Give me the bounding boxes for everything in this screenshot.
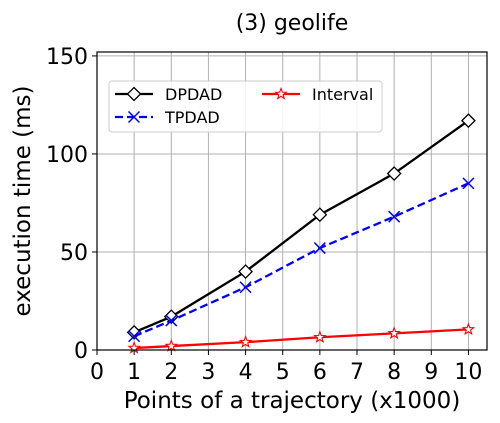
y-tick-label: 0 [74,339,88,364]
y-tick-label: 50 [60,241,88,266]
data-point-dpdad [238,264,253,279]
data-point-dpdad [386,166,402,181]
x-tick-label: 5 [276,360,290,385]
legend-marker-interval [274,86,288,100]
data-point-tpdad [388,210,401,223]
legend-label-dpdad: DPDAD [165,85,222,104]
y-axis: 0 50 100 150 [46,45,97,364]
x-tick-label: 9 [424,360,438,385]
data-point-tpdad [313,242,326,255]
x-tick-label: 1 [127,360,141,385]
series-dpdad [126,113,476,340]
x-tick-label: 2 [164,360,178,385]
legend: DPDAD TPDAD Interval [108,80,383,133]
data-point-interval [387,326,401,340]
x-axis: 0 1 2 3 4 5 6 7 8 9 10 [90,350,482,385]
series-line-dpdad [133,119,470,334]
x-tick-label: 7 [350,360,364,385]
data-point-tpdad [165,314,178,327]
data-point-tpdad [462,177,475,190]
x-tick-label: 6 [313,360,327,385]
x-tick-label: 3 [201,360,215,385]
y-tick-label: 150 [46,45,88,70]
legend-item-dpdad: DPDAD [115,85,222,104]
data-point-dpdad [461,113,476,129]
legend-item-tpdad: TPDAD [115,108,220,127]
series-tpdad [128,177,475,343]
x-tick-label: 4 [239,360,253,385]
x-tick-label: 10 [454,360,482,385]
chart-title: (3) geolife [236,11,349,36]
plot-frame [96,51,488,351]
legend-marker-tpdad [127,110,141,124]
x-tick-label: 0 [90,360,104,385]
x-tick-label: 8 [387,360,401,385]
series-interval [127,322,476,354]
x-axis-label: Points of a trajectory (x1000) [124,388,461,414]
legend-label-interval: Interval [312,85,373,104]
data-point-interval [313,330,327,343]
legend-box [108,80,383,133]
legend-item-interval: Interval [262,85,373,104]
legend-label-tpdad: TPDAD [164,108,220,127]
series-line-interval [134,328,469,350]
legend-marker-dpdad [126,86,142,102]
y-tick-label: 100 [46,143,88,168]
series-line-tpdad [133,182,469,338]
y-axis-label: execution time (ms) [10,86,36,317]
data-point-tpdad [128,330,141,343]
data-point-interval [461,322,476,336]
data-point-dpdad [312,207,328,223]
data-point-interval [164,339,179,352]
data-point-tpdad [239,281,252,294]
data-point-interval [238,335,253,348]
series-layer [126,113,476,354]
